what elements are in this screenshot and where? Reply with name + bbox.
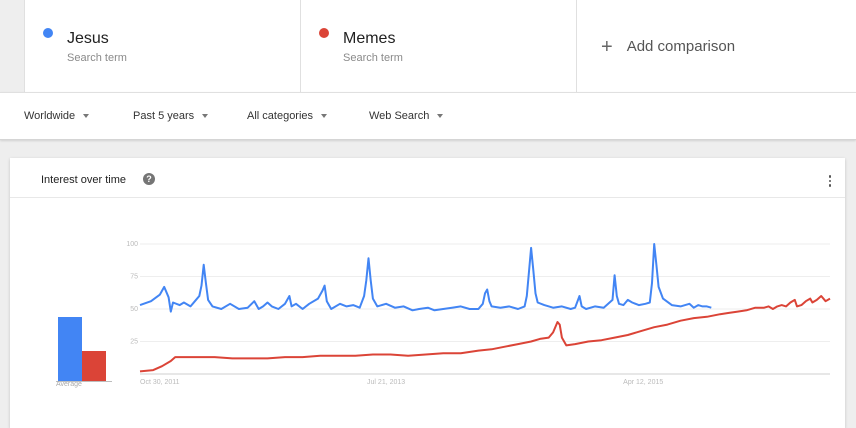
average-label: Average xyxy=(56,381,82,388)
plus-icon: + xyxy=(601,35,613,58)
term-subtitle: Search term xyxy=(343,52,403,64)
term-subtitle: Search term xyxy=(67,52,127,64)
more-vert-icon[interactable] xyxy=(828,175,832,189)
term-card-memes[interactable]: Memes Search term xyxy=(301,0,577,92)
series-line-jesus[interactable] xyxy=(139,243,712,313)
add-comparison-button[interactable]: + Add comparison xyxy=(577,0,856,92)
dropdown-arrow-icon xyxy=(83,114,90,118)
average-bar-memes xyxy=(82,350,106,382)
card-title: Interest over time xyxy=(41,174,126,186)
add-comparison-label: Add comparison xyxy=(626,38,736,55)
x-tick-label: Apr 12, 2015 xyxy=(623,379,663,386)
interest-line-chart: 25 50 75 100 Oct 30, 2011 Jul 21, 2013 Apr 12,… xyxy=(126,241,831,386)
dropdown-arrow-icon xyxy=(437,114,444,118)
filter-search-type-dropdown[interactable]: Web Search xyxy=(369,110,444,122)
y-tick-label: 100 xyxy=(126,241,138,248)
filter-label: All categories xyxy=(247,110,314,122)
average-bar-jesus xyxy=(58,317,82,382)
help-icon[interactable]: ? xyxy=(143,173,155,185)
card-header: Interest over time ? xyxy=(10,158,845,198)
term-color-dot xyxy=(43,28,53,38)
interest-over-time-card: Interest over time ? xyxy=(10,158,845,428)
dropdown-arrow-icon xyxy=(321,114,328,118)
filter-label: Web Search xyxy=(369,110,430,122)
x-tick-label: Jul 21, 2013 xyxy=(367,379,405,386)
y-tick-label: 25 xyxy=(130,339,138,346)
term-name[interactable]: Memes xyxy=(343,30,396,47)
filter-category-dropdown[interactable]: All categories xyxy=(247,110,328,122)
average-bars xyxy=(56,262,116,382)
average-axis xyxy=(56,381,112,382)
x-tick-label: Oct 30, 2011 xyxy=(140,379,180,386)
term-card-jesus[interactable]: Jesus Search term xyxy=(25,0,301,92)
term-name[interactable]: Jesus xyxy=(67,30,109,47)
filter-label: Past 5 years xyxy=(133,110,195,122)
series-line-memes[interactable] xyxy=(139,295,831,373)
filter-bar: Worldwide Past 5 years All categories We… xyxy=(0,92,856,140)
filter-label: Worldwide xyxy=(24,110,76,122)
y-tick-label: 50 xyxy=(130,306,138,313)
filter-time-dropdown[interactable]: Past 5 years xyxy=(133,110,209,122)
search-terms-bar: Jesus Search term Memes Search term + Ad… xyxy=(24,0,856,92)
filter-region-dropdown[interactable]: Worldwide xyxy=(24,110,90,122)
term-color-dot xyxy=(319,28,329,38)
dropdown-arrow-icon xyxy=(202,114,209,118)
y-tick-label: 75 xyxy=(130,274,138,281)
